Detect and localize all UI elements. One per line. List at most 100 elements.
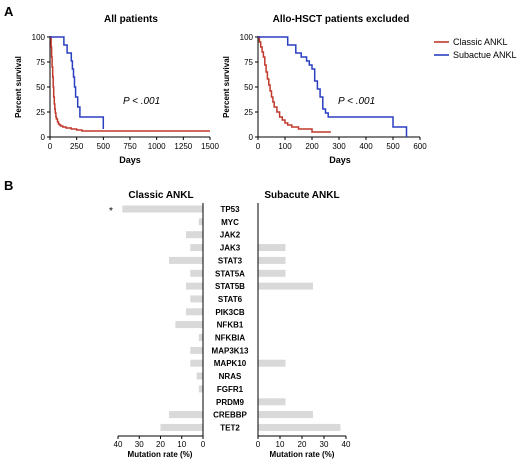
- x-tick-label: 0: [48, 142, 53, 151]
- mutation-bar: [258, 398, 286, 406]
- y-tick-label: 25: [36, 108, 45, 117]
- gene-label: MAP3K13: [212, 346, 249, 355]
- x-tick-label: 200: [305, 142, 319, 151]
- mutation-bar: [190, 295, 204, 303]
- bar-left-title: Classic ANKL: [128, 190, 193, 201]
- tp53-significance-asterisk: *: [109, 206, 113, 217]
- mutation-bar: [190, 359, 204, 367]
- km-right-title: Allo-HSCT patients excluded: [273, 14, 410, 25]
- bar-chart-classic: 40 30 20 10 0 Mutation rate (%) *: [109, 203, 206, 459]
- gene-label: PIK3CB: [215, 308, 245, 317]
- x-tick-label: 750: [123, 142, 137, 151]
- x-tick-label: 0: [256, 142, 261, 151]
- gene-label: MAPK10: [214, 359, 247, 368]
- x-tick-label: 100: [278, 142, 292, 151]
- gene-label: STAT5B: [215, 282, 245, 291]
- gene-label: STAT6: [218, 295, 243, 304]
- gene-label: STAT5A: [215, 269, 245, 278]
- mutation-bar: [186, 308, 203, 316]
- gene-label: FGFR1: [217, 385, 244, 394]
- survival-curve-classic: [50, 36, 210, 132]
- x-tick-label: 500: [386, 142, 400, 151]
- km-plot-all-patients: 0 25 50 75 100 0 250 500 750 1000 1250 1500 Percen…: [14, 33, 219, 165]
- x-tick-label: 250: [70, 142, 84, 151]
- mutation-bar: [258, 256, 286, 264]
- x-tick-label: 30: [135, 440, 144, 449]
- mutation-bar: [169, 411, 203, 419]
- mutation-bar: [186, 282, 203, 290]
- gene-label: MYC: [221, 218, 239, 227]
- x-tick-label: 40: [114, 440, 123, 449]
- mutation-bar: [258, 359, 286, 367]
- y-tick-label: 50: [36, 83, 45, 92]
- x-tick-label: 40: [342, 440, 351, 449]
- gene-label: CREBBP: [213, 411, 247, 420]
- mutation-bar: [198, 385, 204, 393]
- x-tick-label: 400: [359, 142, 373, 151]
- y-tick-label: 75: [244, 58, 253, 67]
- km-left-ylabel: Percent survival: [14, 56, 23, 118]
- km-right-axes: [257, 36, 420, 138]
- km-left-title: All patients: [104, 14, 158, 25]
- mutation-bar: [258, 269, 286, 277]
- y-tick-label: 100: [32, 33, 46, 42]
- pvalue-text: P < .001: [338, 96, 375, 107]
- mutation-bar: [160, 423, 203, 431]
- mutation-bar: [258, 411, 313, 419]
- pvalue-text: P < .001: [123, 96, 160, 107]
- mutation-bar: [175, 321, 203, 329]
- km-left-pvalue: P < .001: [123, 96, 160, 107]
- mutation-bar: [169, 256, 203, 264]
- x-tick-label: 600: [413, 142, 427, 151]
- y-tick-label: 0: [249, 133, 254, 142]
- mutation-bar: [198, 334, 204, 341]
- mutation-bar: [258, 244, 286, 252]
- mutation-bar: [196, 372, 203, 380]
- x-tick-label: 20: [298, 440, 307, 449]
- panel-label-b: B: [4, 178, 13, 193]
- x-tick-label: 1250: [174, 142, 192, 151]
- survival-curve-subacute: [50, 36, 105, 129]
- mutation-bar: [122, 205, 204, 213]
- mutation-bar: [258, 282, 313, 290]
- gene-label: PRDM9: [216, 398, 245, 407]
- x-tick-label: 1000: [148, 142, 166, 151]
- mutation-bar: [198, 218, 204, 226]
- gene-label: JAK2: [220, 231, 241, 240]
- km-right-ylabel: Percent survival: [222, 56, 231, 118]
- mutation-bar: [190, 269, 204, 277]
- x-tick-label: 10: [276, 440, 285, 449]
- legend-label-classic: Classic ANKL: [453, 37, 508, 47]
- km-left-xlabel: Days: [119, 155, 141, 165]
- km-right-xlabel: Days: [329, 155, 351, 165]
- y-tick-label: 75: [36, 58, 45, 67]
- gene-label: JAK3: [220, 244, 241, 253]
- bar-left-xlabel: Mutation rate (%): [128, 450, 193, 459]
- km-legend: Classic ANKL Subactue ANKL: [434, 37, 517, 60]
- x-tick-label: 300: [332, 142, 346, 151]
- mutation-bar: [186, 231, 203, 239]
- gene-label: NFKBIA: [215, 334, 245, 343]
- km-right-pvalue: P < .001: [338, 96, 375, 107]
- km-plot-allo-excluded: 0 25 50 75 100 0 100 200 300 400 500 600 Percent s…: [222, 33, 427, 165]
- y-tick-label: 100: [240, 33, 254, 42]
- x-tick-label: 0: [201, 440, 206, 449]
- gene-label: TET2: [220, 423, 240, 432]
- mutation-bar: [190, 244, 204, 252]
- gene-label: TP53: [220, 205, 240, 214]
- bar-chart-subacute: 0 10 20 30 40 Mutation rate (%): [256, 203, 351, 459]
- gene-labels: TP53 MYC JAK2 JAK3 STAT3 STAT5A STAT5B STAT6 PIK…: [212, 205, 249, 432]
- x-tick-label: 10: [177, 440, 186, 449]
- y-tick-label: 50: [244, 83, 253, 92]
- x-tick-label: 500: [97, 142, 111, 151]
- bar-right-xlabel: Mutation rate (%): [270, 450, 335, 459]
- x-tick-label: 20: [156, 440, 165, 449]
- panel-label-a: A: [4, 4, 14, 19]
- gene-label: NRAS: [219, 372, 242, 381]
- gene-label: STAT3: [218, 256, 243, 265]
- x-tick-label: 30: [320, 440, 329, 449]
- gene-label: NFKB1: [217, 321, 244, 330]
- mutation-bar: [258, 423, 341, 431]
- x-tick-label: 1500: [201, 142, 219, 151]
